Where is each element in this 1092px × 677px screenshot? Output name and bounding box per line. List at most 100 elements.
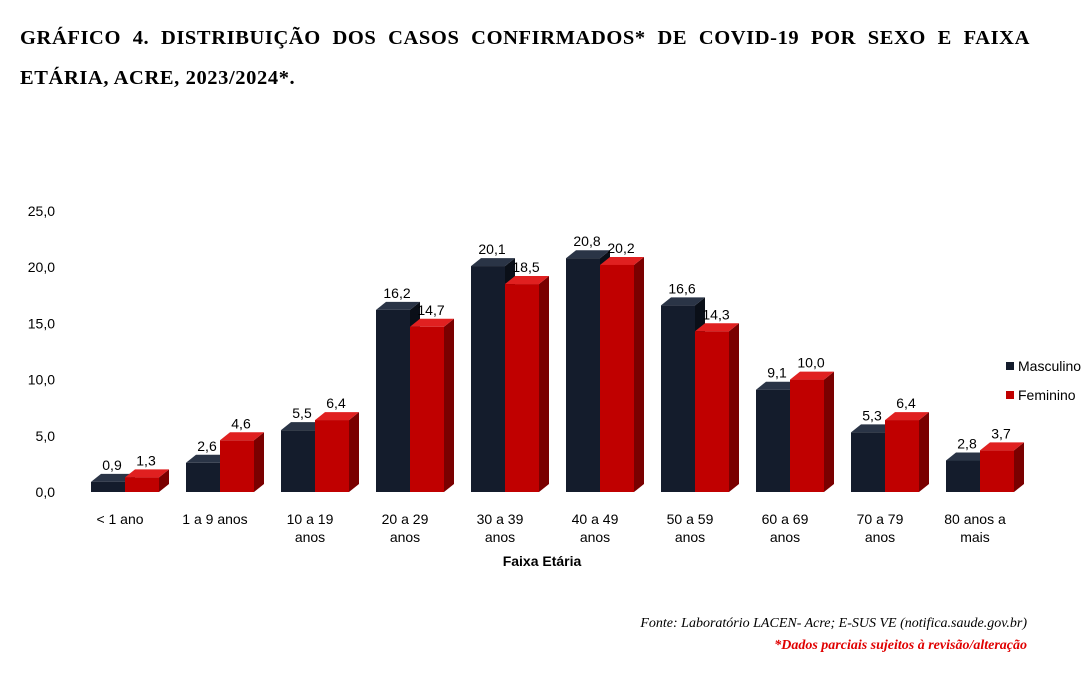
bar-side-feminino xyxy=(539,276,549,492)
bar-side-feminino xyxy=(824,371,834,492)
bar-top-feminino xyxy=(125,469,169,478)
data-label: 6,4 xyxy=(896,395,916,411)
data-label: 20,1 xyxy=(478,241,505,257)
data-label: 10,0 xyxy=(797,355,824,371)
bar-masculino xyxy=(91,481,125,492)
bar-masculino xyxy=(376,309,410,492)
bar-top-masculino xyxy=(661,297,705,306)
x-tick-label: 60 a 69 xyxy=(762,511,809,527)
bar-top-feminino xyxy=(220,432,264,441)
x-tick-label: anos xyxy=(770,529,800,545)
y-tick-label: 10,0 xyxy=(28,372,55,388)
x-tick-label: 50 a 59 xyxy=(667,511,714,527)
bar-masculino xyxy=(851,432,885,492)
bar-masculino xyxy=(756,389,790,492)
partial-data-note: *Dados parciais sujeitos à revisão/alter… xyxy=(774,638,1027,653)
data-label: 9,1 xyxy=(767,365,787,381)
data-label: 16,6 xyxy=(668,280,695,296)
bar-top-feminino xyxy=(980,442,1024,451)
data-label: 20,2 xyxy=(607,240,634,256)
x-tick-label: anos xyxy=(865,529,895,545)
x-tick-label: anos xyxy=(390,529,420,545)
y-tick-label: 15,0 xyxy=(28,315,55,331)
data-label: 2,8 xyxy=(957,436,977,452)
bar-top-masculino xyxy=(756,381,800,390)
x-tick-label: 30 a 39 xyxy=(477,511,524,527)
data-label: 14,3 xyxy=(702,306,729,322)
data-label: 18,5 xyxy=(512,259,539,275)
bar-feminino xyxy=(125,477,159,492)
data-label: 4,6 xyxy=(231,415,251,431)
bar-top-masculino xyxy=(851,424,895,433)
bar-feminino xyxy=(695,331,729,492)
bar-masculino xyxy=(661,305,695,492)
bar-top-masculino xyxy=(566,250,610,259)
data-label: 6,4 xyxy=(326,395,346,411)
y-tick-label: 25,0 xyxy=(28,203,55,219)
bar-masculino xyxy=(281,430,315,492)
x-tick-label: 40 a 49 xyxy=(572,511,619,527)
bar-top-masculino xyxy=(186,454,230,463)
bar-top-masculino xyxy=(376,301,420,310)
bar-top-feminino xyxy=(315,412,359,421)
data-label: 14,7 xyxy=(417,302,444,318)
bar-side-feminino xyxy=(444,318,454,492)
x-tick-label: 1 a 9 anos xyxy=(182,511,247,527)
bar-masculino xyxy=(471,266,505,492)
bar-feminino xyxy=(505,284,539,492)
data-label: 0,9 xyxy=(102,457,122,473)
bar-top-masculino xyxy=(91,473,135,482)
bar-top-feminino xyxy=(600,256,644,265)
bar-side-feminino xyxy=(729,323,739,492)
legend-swatch-feminino xyxy=(1006,391,1014,399)
bar-top-feminino xyxy=(695,323,739,332)
bar-top-feminino xyxy=(505,276,549,285)
x-tick-label: mais xyxy=(960,529,990,545)
x-tick-label: < 1 ano xyxy=(96,511,143,527)
bar-masculino xyxy=(566,258,600,492)
source-note: Fonte: Laboratório LACEN- Acre; E-SUS VE… xyxy=(640,616,1027,631)
x-tick-label: 20 a 29 xyxy=(382,511,429,527)
data-label: 16,2 xyxy=(383,285,410,301)
x-axis-title: Faixa Etária xyxy=(503,553,582,569)
x-tick-label: anos xyxy=(580,529,610,545)
legend-swatch-masculino xyxy=(1006,362,1014,370)
bar-top-feminino xyxy=(790,371,834,380)
bar-side-feminino xyxy=(634,256,644,492)
bar-masculino xyxy=(946,460,980,492)
bar-feminino xyxy=(220,440,254,492)
y-tick-label: 5,0 xyxy=(36,428,56,444)
x-tick-label: 80 anos a xyxy=(944,511,1006,527)
data-label: 5,3 xyxy=(862,407,882,423)
bar-side-feminino xyxy=(1014,442,1024,492)
bar-top-feminino xyxy=(410,318,454,327)
legend-label: Feminino xyxy=(1018,387,1076,403)
bar-feminino xyxy=(600,264,634,492)
bar-top-feminino xyxy=(885,412,929,421)
bar-side-feminino xyxy=(254,432,264,492)
bar-top-masculino xyxy=(946,452,990,461)
bar-feminino xyxy=(410,326,444,492)
bar-top-masculino xyxy=(471,258,515,267)
x-tick-label: anos xyxy=(295,529,325,545)
y-tick-label: 20,0 xyxy=(28,259,55,275)
data-label: 3,7 xyxy=(991,425,1011,441)
bar-feminino xyxy=(315,420,349,492)
x-tick-label: anos xyxy=(485,529,515,545)
bar-side-feminino xyxy=(159,469,169,492)
chart-title: GRÁFICO 4. DISTRIBUIÇÃO DOS CASOS CONFIR… xyxy=(20,27,1030,89)
bar-top-masculino xyxy=(281,422,325,431)
bar-masculino xyxy=(186,462,220,492)
y-tick-label: 0,0 xyxy=(36,484,56,500)
legend-label: Masculino xyxy=(1018,358,1081,374)
x-tick-label: 70 a 79 xyxy=(857,511,904,527)
x-tick-label: anos xyxy=(675,529,705,545)
data-label: 20,8 xyxy=(573,233,600,249)
bar-feminino xyxy=(885,420,919,492)
bar-side-feminino xyxy=(919,412,929,492)
data-label: 5,5 xyxy=(292,405,312,421)
bar-feminino xyxy=(790,379,824,492)
data-label: 2,6 xyxy=(197,438,217,454)
data-label: 1,3 xyxy=(136,452,156,468)
